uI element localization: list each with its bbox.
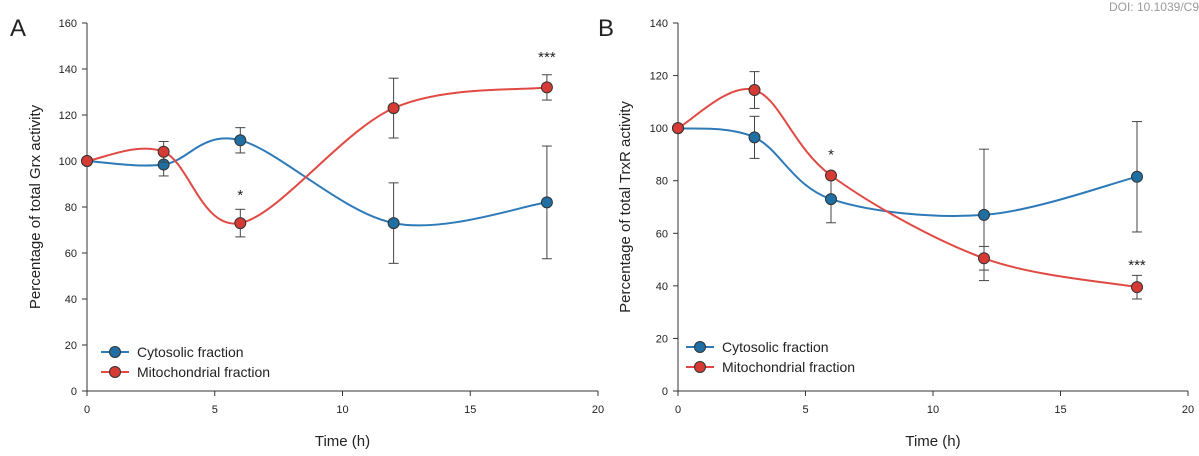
data-point-cytosolic <box>825 193 837 206</box>
x-tick-label: 20 <box>592 404 604 416</box>
series-mitochondrial <box>672 71 1143 300</box>
x-tick-label: 20 <box>1182 404 1194 416</box>
y-tick-label: 0 <box>71 386 77 398</box>
data-point-cytosolic <box>234 134 247 147</box>
x-tick-label: 0 <box>84 404 90 416</box>
y-tick-label: 40 <box>65 294 77 306</box>
legend-label-mitochondrial: Mitochondrial fraction <box>722 359 855 375</box>
x-axis-label: Time (h) <box>905 433 960 450</box>
y-tick-label: 140 <box>650 18 668 30</box>
significance-marker: * <box>828 147 834 164</box>
legend-label-cytosolic: Cytosolic fraction <box>722 339 829 355</box>
y-axis-label: Percentage of total TrxR activity <box>617 101 634 313</box>
data-point-cytosolic <box>540 196 553 209</box>
legend-label-mitochondrial: Mitochondrial fraction <box>137 364 270 380</box>
legend: Cytosolic fraction Mitochondrial fraction <box>686 339 855 375</box>
series-cytosolic <box>672 115 1143 282</box>
x-tick-label: 0 <box>675 404 681 416</box>
series-line-mitochondrial <box>677 87 1138 289</box>
y-tick-label: 100 <box>650 123 668 135</box>
chart-panel-b: B 0 20 40 60 80 100 120 140 0 5 10 15 20 Time (h) Perce… <box>598 15 1194 450</box>
y-tick-label: 100 <box>59 156 77 168</box>
y-tick-label: 60 <box>656 228 668 240</box>
x-tick-label: 5 <box>212 404 218 416</box>
y-tick-label: 20 <box>65 340 77 352</box>
x-tick-label: 15 <box>1054 404 1066 416</box>
data-point-mitochondrial <box>672 122 684 135</box>
series-line-cytosolic <box>677 127 1138 217</box>
y-tick-label: 80 <box>656 176 668 188</box>
y-tick-label: 0 <box>662 386 668 398</box>
data-point-mitochondrial <box>387 102 400 115</box>
y-tick-label: 60 <box>65 248 77 260</box>
y-tick-label: 140 <box>59 64 77 76</box>
data-point-mitochondrial <box>1131 281 1143 294</box>
data-point-cytosolic <box>748 131 761 144</box>
legend-marker-mitochondrial <box>694 361 706 373</box>
data-point-cytosolic <box>1131 170 1143 183</box>
significance-marker: *** <box>1128 257 1146 274</box>
significance-marker: *** <box>538 49 556 66</box>
y-tick-label: 40 <box>656 281 668 293</box>
series-mitochondrial <box>81 74 553 238</box>
legend-marker-cytosolic <box>694 341 706 353</box>
y-axis-label: Percentage of total Grx activity <box>27 104 44 309</box>
data-point-mitochondrial <box>234 217 247 230</box>
x-axis-label: Time (h) <box>315 433 370 450</box>
x-tick-label: 5 <box>802 404 808 416</box>
x-tick-label: 10 <box>927 404 939 416</box>
y-tick-label: 120 <box>59 110 77 122</box>
data-point-cytosolic <box>387 217 400 230</box>
data-point-mitochondrial <box>748 84 761 97</box>
legend: Cytosolic fraction Mitochondrial fraction <box>101 344 270 380</box>
series-line-cytosolic <box>86 137 548 227</box>
panel-label-a: A <box>10 15 26 42</box>
data-point-cytosolic <box>978 208 990 221</box>
panel-label-b: B <box>598 15 614 42</box>
data-point-mitochondrial <box>978 252 990 265</box>
legend-marker-cytosolic <box>109 346 121 358</box>
y-tick-label: 80 <box>65 202 77 214</box>
legend-marker-mitochondrial <box>109 366 121 378</box>
significance-marker: * <box>237 187 243 204</box>
data-point-mitochondrial <box>825 169 837 182</box>
data-point-mitochondrial <box>81 155 93 167</box>
chart-panel-a: A 0 20 40 60 80 100 120 140 160 0 5 10 15 20 Time (h) Pe… <box>10 15 604 450</box>
data-point-mitochondrial <box>157 145 170 158</box>
series-cytosolic <box>81 127 553 264</box>
y-tick-label: 160 <box>59 18 77 30</box>
x-tick-label: 10 <box>336 404 348 416</box>
data-point-mitochondrial <box>540 81 553 94</box>
x-tick-label: 15 <box>464 404 476 416</box>
y-tick-label: 120 <box>650 71 668 83</box>
series-line-mitochondrial <box>86 86 548 225</box>
legend-label-cytosolic: Cytosolic fraction <box>137 344 244 360</box>
doi-text: DOI: 10.1039/C9 <box>1108 0 1199 14</box>
y-tick-label: 20 <box>656 333 668 345</box>
